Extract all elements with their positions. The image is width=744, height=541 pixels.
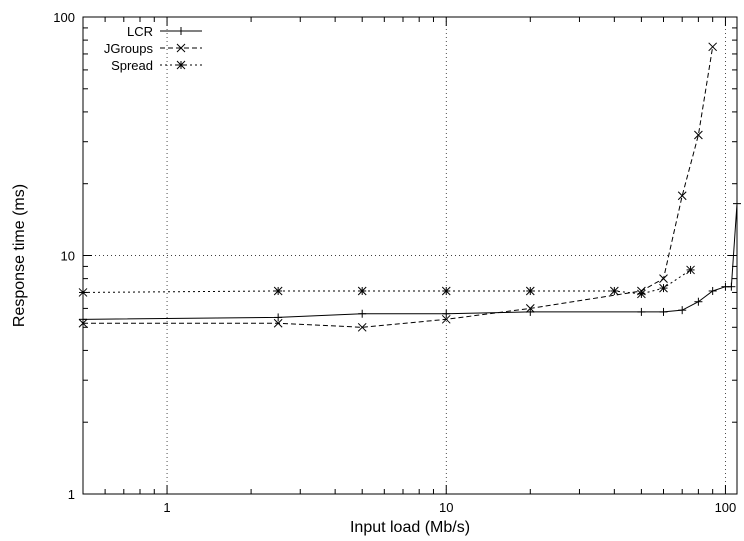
marker-stroke — [659, 283, 668, 293]
marker-stroke — [708, 42, 718, 52]
legend-item-jgroups-label: JGroups — [104, 41, 154, 56]
marker-stroke — [525, 304, 535, 313]
series-jgroups-point — [273, 318, 283, 328]
x-tick-label: 100 — [715, 500, 737, 515]
series-jgroups-point — [525, 304, 535, 313]
marker-stroke — [609, 286, 619, 296]
series-layer — [78, 42, 741, 332]
marker-stroke — [176, 60, 186, 70]
marker-stroke — [525, 286, 535, 296]
series-lcr — [79, 199, 741, 324]
y-tick-label: 100 — [53, 10, 75, 25]
axis-ticks: 1 10 100 1 10 100 — [53, 10, 737, 515]
series-spread-point — [273, 286, 283, 296]
series-spread-point — [441, 286, 451, 296]
series-lcr-point — [274, 313, 283, 322]
marker-stroke — [677, 191, 687, 201]
marker-stroke — [441, 314, 451, 324]
marker-stroke — [357, 322, 367, 332]
y-axis-title: Response time (ms) — [11, 184, 28, 327]
series-spread-point — [659, 283, 668, 293]
series-lcr-point — [526, 307, 535, 316]
legend-item-jgroups-marker — [176, 43, 186, 53]
series-jgroups-point — [708, 42, 718, 52]
series-lcr-point — [637, 307, 646, 316]
series-spread-point — [686, 265, 695, 275]
series-spread-point — [637, 289, 646, 299]
marker-stroke — [441, 286, 451, 296]
marker-stroke — [659, 274, 668, 283]
series-jgroups-point — [441, 314, 451, 324]
legend-item-spread-label: Spread — [111, 58, 153, 73]
marker-stroke — [78, 318, 88, 328]
marker-stroke — [357, 286, 367, 296]
series-jgroups-point — [659, 274, 668, 283]
plot-frame — [82, 16, 738, 495]
series-lcr-point — [694, 297, 703, 306]
legend-item-spread-marker — [176, 60, 186, 70]
series-lcr-point — [358, 309, 367, 318]
legend-item-lcr-label: LCR — [127, 24, 153, 39]
legend-item-lcr-marker — [177, 27, 185, 35]
marker-stroke — [694, 130, 703, 140]
series-spread-line — [82, 269, 691, 295]
series-lcr-point — [733, 199, 741, 208]
marker-stroke — [637, 289, 646, 299]
legend-item-spread: Spread — [111, 58, 202, 73]
series-spread-point — [357, 286, 367, 296]
series-spread-point — [525, 286, 535, 296]
y-tick-label: 1 — [68, 487, 75, 502]
series-lcr-line — [82, 203, 738, 320]
series-spread — [78, 265, 695, 299]
series-jgroups-point — [677, 191, 687, 201]
marker-stroke — [176, 43, 186, 53]
marker-stroke — [686, 265, 695, 275]
series-jgroups-point — [78, 318, 88, 328]
series-jgroups-point — [357, 322, 367, 332]
x-tick-label: 10 — [439, 500, 453, 515]
series-lcr-point — [678, 306, 687, 315]
series-lcr-point — [659, 307, 668, 316]
series-jgroups — [78, 42, 718, 332]
x-axis-title: Input load (Mb/s) — [350, 519, 470, 536]
marker-stroke — [273, 318, 283, 328]
marker-stroke — [273, 286, 283, 296]
y-tick-label: 10 — [61, 249, 75, 264]
legend-item-jgroups: JGroups — [104, 41, 202, 56]
legend: LCR JGroups Spread — [104, 24, 202, 73]
series-lcr-point — [442, 309, 451, 318]
series-jgroups-line — [83, 46, 714, 328]
series-jgroups-point — [694, 130, 703, 140]
legend-item-lcr: LCR — [127, 24, 202, 39]
series-lcr-point — [727, 282, 736, 291]
grid-lines — [83, 17, 737, 494]
series-spread-point — [78, 288, 88, 297]
marker-stroke — [78, 288, 88, 297]
series-spread-point — [609, 286, 619, 296]
series-lcr-point — [79, 315, 87, 324]
x-tick-label: 1 — [163, 500, 170, 515]
series-lcr-point — [708, 286, 717, 295]
